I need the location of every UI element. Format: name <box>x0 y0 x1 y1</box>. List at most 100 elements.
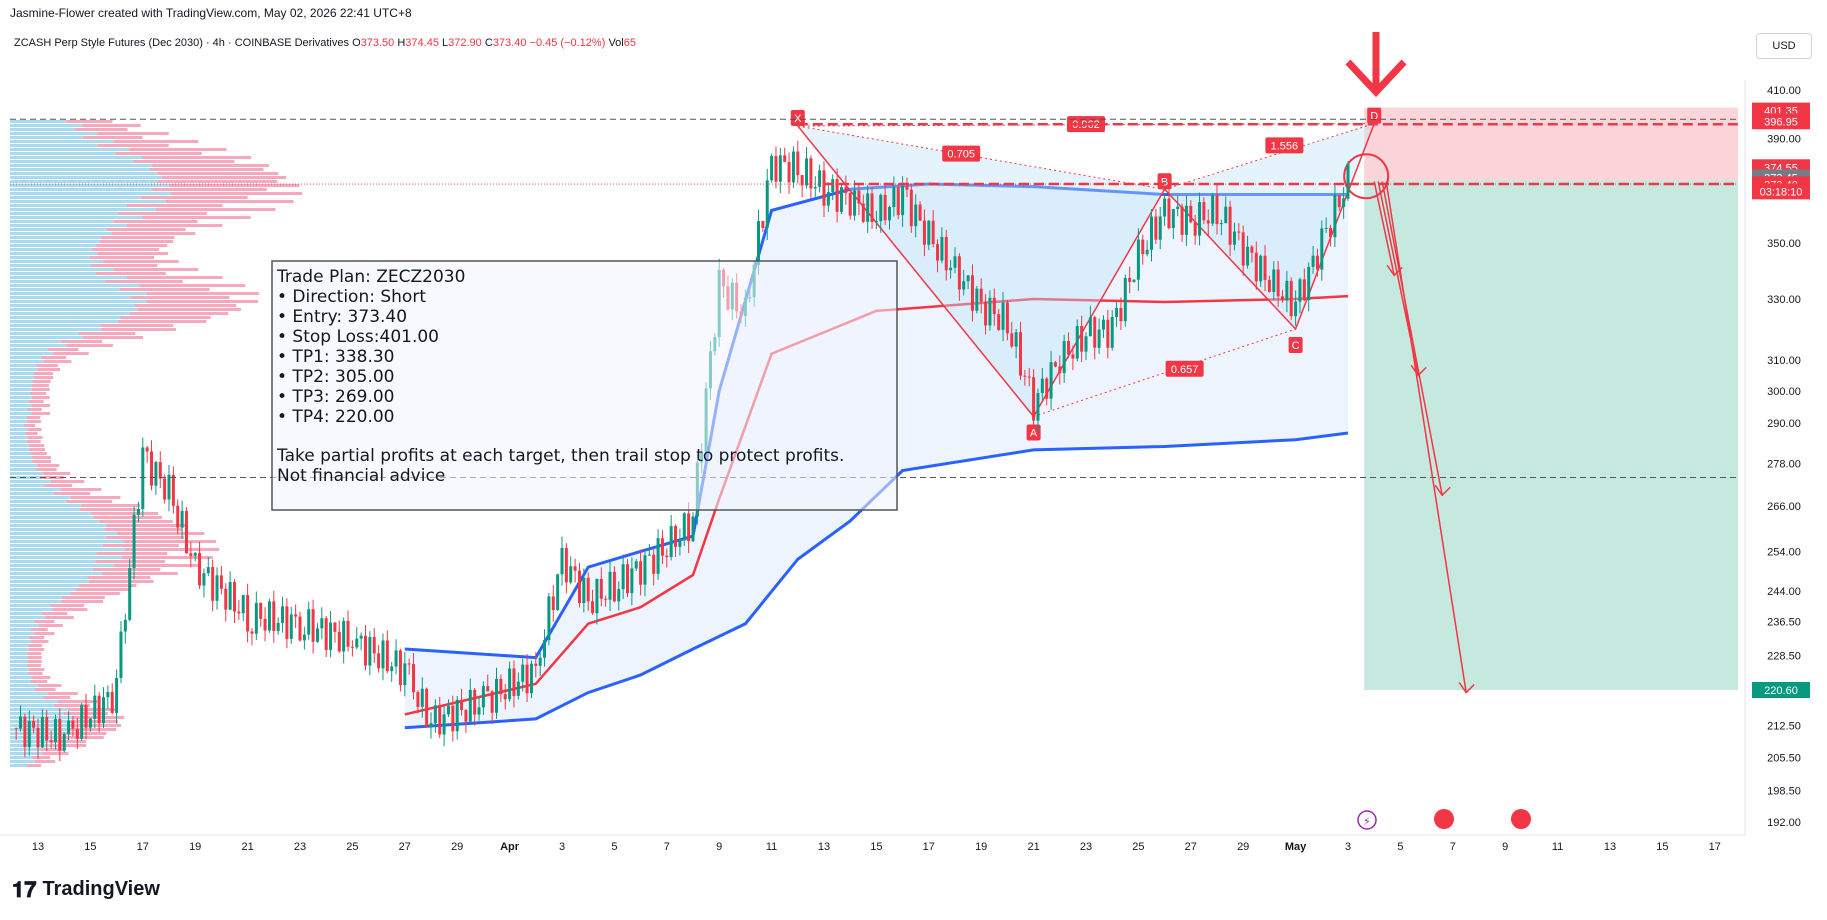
volume-bar-sell <box>124 548 220 551</box>
lightning-glyph: ⚡ <box>1363 816 1371 828</box>
time-tick-label: 7 <box>1450 841 1456 853</box>
volume-bar-sell <box>96 244 168 247</box>
volume-bar-sell <box>35 468 57 471</box>
volume-bar-buy <box>10 352 54 355</box>
candle-body <box>1241 232 1245 266</box>
volume-bar-buy <box>10 556 122 559</box>
candle-body <box>617 589 621 602</box>
volume-bar-sell <box>30 628 48 631</box>
candle-body <box>246 595 250 632</box>
candle-body <box>315 628 319 642</box>
volume-bar-buy <box>10 696 43 699</box>
candle-body <box>1150 216 1153 250</box>
trade-plan-title: Trade Plan: ZECZ2030 <box>276 267 465 287</box>
candle-body <box>656 538 660 574</box>
trade-plan-line: • TP1: 338.30 <box>277 347 395 367</box>
candle-body <box>93 695 97 719</box>
volume-bar-sell <box>93 516 163 519</box>
volume-bar-buy <box>10 120 67 123</box>
volume-bar-sell <box>28 648 45 651</box>
candle-body <box>1228 206 1232 245</box>
price-axis[interactable]: 410.00 390.00 350.00 330.00 310.00 300.00 290.… <box>1744 80 1801 835</box>
trade-plan-line: • Entry: 373.40 <box>277 307 407 327</box>
lightning-icon[interactable] <box>1357 810 1377 830</box>
volume-bar-buy <box>10 188 152 191</box>
pattern-point-label: X <box>794 113 802 125</box>
volume-bar-buy <box>10 240 100 243</box>
time-tick-label: 17 <box>923 841 935 853</box>
volume-bar-sell <box>152 164 269 167</box>
time-tick-label: 13 <box>818 841 830 853</box>
candle-body <box>639 561 643 585</box>
price-tick-label: 212.50 <box>1767 721 1801 733</box>
time-tick-label: 25 <box>346 841 358 853</box>
candle-body <box>1329 227 1333 238</box>
candle-body <box>1067 341 1071 355</box>
symbol-name[interactable]: ZCASH Perp Style Futures (Dec 2030) · 4h… <box>14 37 349 49</box>
volume-bar-sell <box>81 504 141 507</box>
candle-body <box>927 220 931 245</box>
time-tick-label: 5 <box>1397 841 1403 853</box>
volume-bar-buy <box>10 752 43 755</box>
candle-body <box>1298 279 1302 302</box>
candle-body <box>1119 307 1123 322</box>
candle-body <box>333 622 337 632</box>
volume-bar-sell <box>37 368 61 371</box>
pattern-point-label: C <box>1292 340 1300 352</box>
time-axis[interactable]: 13 15 17 19 21 23 25 27 29 Apr 3 5 7 9 11 13 15 17 19 21 23 2… <box>0 834 1745 853</box>
candle-body <box>267 601 271 631</box>
volume-bar-sell <box>40 356 67 359</box>
volume-bar-sell <box>26 440 41 443</box>
volume-bar-sell <box>151 188 267 191</box>
candle-body <box>591 601 595 614</box>
us-flag-icon[interactable] <box>1434 809 1454 829</box>
volume-bar-buy <box>10 740 52 743</box>
volume-bar-sell <box>81 124 141 127</box>
volume-bar-buy <box>10 248 92 251</box>
candle-body <box>556 574 560 610</box>
candle-body <box>538 657 542 666</box>
volume-bar-buy <box>10 436 28 439</box>
volume-bar-sell <box>39 624 63 627</box>
volume-bar-sell <box>27 408 42 411</box>
time-tick-label: 3 <box>559 841 565 853</box>
volume-bar-sell <box>29 392 46 395</box>
candle-body <box>997 314 1001 330</box>
candle-body <box>145 447 149 452</box>
pattern-point-tag <box>1288 337 1303 354</box>
volume-bar-buy <box>10 260 103 263</box>
candle-body <box>931 220 935 245</box>
currency-button[interactable]: USD <box>1756 33 1812 59</box>
volume-bar-buy <box>10 460 33 463</box>
volume-bar-sell <box>146 292 259 295</box>
candle-body <box>1167 198 1171 229</box>
volume-bar-sell <box>133 160 235 163</box>
volume-bar-buy <box>10 356 41 359</box>
volume-bar-sell <box>100 236 175 239</box>
candle-body <box>289 614 293 639</box>
price-tick-label: 300.00 <box>1767 386 1801 398</box>
volume-bar-buy <box>10 552 97 555</box>
candle-body <box>770 156 774 181</box>
volume-bar-buy <box>10 632 35 635</box>
volume-bar-sell <box>74 128 128 131</box>
candle-body <box>944 236 948 271</box>
ratio-tag <box>1265 137 1304 154</box>
volume-bar-sell <box>104 280 183 283</box>
volume-bar-buy <box>10 652 28 655</box>
volume-bar-buy <box>10 204 127 207</box>
volume-bar-sell <box>66 120 113 123</box>
volume-bar-sell <box>91 248 159 251</box>
tradingview-logo[interactable]: 𝟏𝟕 TradingView <box>12 878 160 901</box>
price-tag-box <box>1752 183 1810 200</box>
trade-plan-line: • TP3: 269.00 <box>277 387 395 407</box>
candle-body <box>1145 249 1149 255</box>
volume-bar-buy <box>10 612 42 615</box>
candle-body <box>490 691 494 713</box>
volume-bar-buy <box>10 416 27 419</box>
volume-bar-buy <box>10 196 141 199</box>
us-flag-icon[interactable] <box>1511 809 1531 829</box>
volume-bar-sell <box>79 584 137 587</box>
volume-bar-sell <box>99 324 174 327</box>
